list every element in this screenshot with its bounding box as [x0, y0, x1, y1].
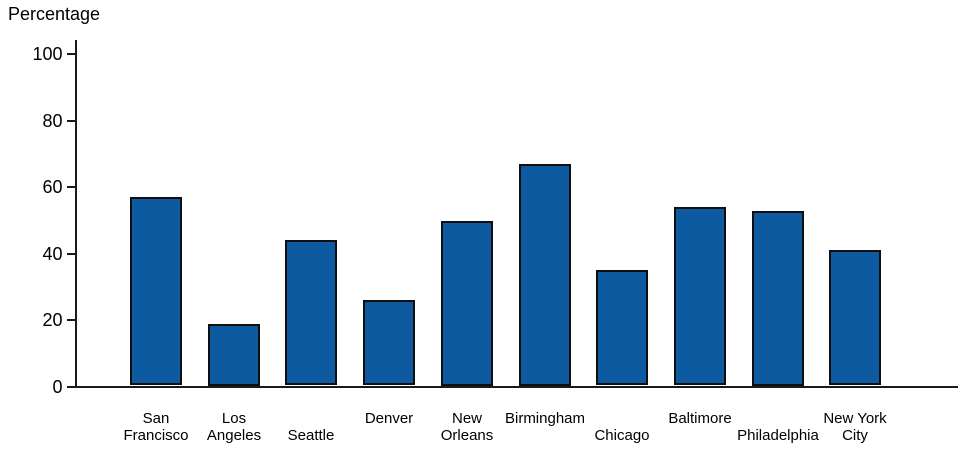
y-tick-mark: [66, 119, 75, 122]
y-tick-label: 80: [42, 110, 63, 131]
x-label-chicago: Chicago: [594, 427, 650, 444]
bar-new-orleans: [441, 221, 493, 386]
bar-baltimore: [674, 207, 726, 385]
x-label-birmingham: Birmingham: [504, 410, 586, 427]
x-label-philadelphia: Philadelphia: [737, 427, 819, 444]
y-tick-mark: [66, 53, 75, 55]
y-axis-title: Percentage: [8, 4, 101, 24]
y-tick-label: 60: [42, 177, 63, 198]
y-tick-mark: [66, 186, 75, 189]
bar-birmingham: [519, 164, 571, 386]
y-tick-mark: [66, 386, 75, 388]
bar-seattle: [285, 240, 337, 385]
y-tick-label: 20: [42, 310, 63, 331]
y-tick-mark: [66, 252, 75, 255]
y-tick-label: 0: [52, 377, 63, 397]
y-tick-mark: [66, 319, 75, 322]
bar-san-francisco: [130, 197, 182, 385]
x-label-baltimore: Baltimore: [668, 410, 732, 427]
bar-philadelphia: [752, 211, 804, 386]
y-tick-label: 40: [42, 243, 63, 264]
bar-chicago: [596, 270, 648, 385]
bar-los-angeles: [208, 324, 260, 386]
x-label-denver: Denver: [364, 410, 414, 427]
x-label-new-orleans: New Orleans: [440, 410, 494, 444]
y-axis-line: [74, 40, 77, 388]
bar-new-york-city: [829, 250, 881, 385]
x-label-los-angeles: Los Angeles: [206, 410, 262, 444]
bar-denver: [363, 300, 415, 385]
x-label-san-francisco: San Francisco: [123, 410, 189, 444]
x-label-new-york-city: New York City: [823, 410, 887, 444]
x-label-seattle: Seattle: [287, 427, 335, 444]
y-tick-label: 100: [32, 44, 63, 64]
x-axis-line: [74, 385, 958, 388]
